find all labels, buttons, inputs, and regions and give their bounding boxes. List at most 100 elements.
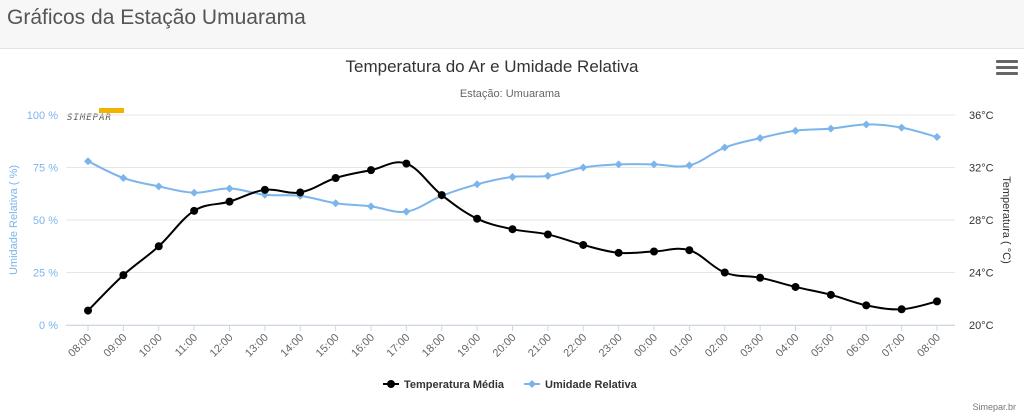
temperature-point <box>119 271 128 280</box>
x-tick-label: 14:00 <box>278 332 306 360</box>
simepar-logo: SIMEPAR <box>67 108 127 123</box>
temperature-point <box>862 301 871 310</box>
humidity-point <box>331 199 340 208</box>
humidity-point <box>367 202 375 211</box>
y-left-tick-label: 100 % <box>27 110 58 122</box>
x-tick-label: 19:00 <box>455 332 483 360</box>
temperature-point <box>614 248 623 257</box>
legend-label: Umidade Relativa <box>545 379 638 391</box>
humidity-point <box>791 126 800 135</box>
menu-line <box>996 72 1018 75</box>
y-right-axis-title: Temperatura ( °C) <box>1000 176 1012 264</box>
humidity-point <box>897 123 906 132</box>
chart-subtitle: Estação: Umuarama <box>460 88 561 100</box>
temperature-point <box>897 305 906 314</box>
temperature-point <box>437 191 446 200</box>
right-axis: 20°C 24°C 28°C 32°C 36°C <box>969 110 994 332</box>
temperature-point <box>296 188 305 197</box>
y-right-tick-label: 20°C <box>969 320 994 332</box>
temperature-point <box>579 240 588 249</box>
x-tick-label: 13:00 <box>243 332 271 360</box>
humidity-point <box>543 171 552 180</box>
y-right-tick-label: 32°C <box>969 163 994 175</box>
y-left-axis-title: Umidade Relativa ( %) <box>8 165 20 275</box>
y-left-tick-label: 25 % <box>33 268 58 280</box>
temperature-point <box>331 174 340 182</box>
page-title: Gráficos da Estação Umuarama <box>7 6 306 29</box>
hamburger-menu-icon[interactable] <box>996 60 1018 78</box>
temperature-point <box>190 206 199 215</box>
menu-line <box>996 66 1018 69</box>
temperature-point <box>826 290 835 299</box>
humidity-point <box>862 120 871 129</box>
humidity-point <box>685 161 694 170</box>
x-tick-label: 02:00 <box>703 332 731 360</box>
x-tick-label: 16:00 <box>349 332 377 360</box>
humidity-point <box>756 134 765 143</box>
legend: Temperatura Média Umidade Relativa <box>383 379 638 391</box>
x-tick-label: 15:00 <box>314 332 342 360</box>
x-axis: 08:00 09:00 10:00 11:00 12:00 13:00 14:00 15:00… <box>66 325 955 360</box>
temperature-point <box>402 159 411 168</box>
temperature-point <box>933 297 941 306</box>
humidity-point <box>720 143 729 152</box>
left-axis: 0 % 25 % 50 % 75 % 100 % <box>27 110 58 332</box>
x-tick-label: 21:00 <box>526 332 554 360</box>
x-tick-label: 10:00 <box>137 332 165 360</box>
logo-text: SIMEPAR <box>67 113 112 123</box>
humidity-point <box>225 184 234 193</box>
x-tick-label: 08:00 <box>66 332 94 360</box>
x-tick-label: 09:00 <box>102 332 130 360</box>
chart-title: Temperatura do Ar e Umidade Relativa <box>346 57 639 76</box>
humidity-point <box>402 207 411 216</box>
temperature-point <box>508 225 517 234</box>
temperature-point <box>650 247 658 256</box>
temperature-point <box>260 185 269 194</box>
y-left-tick-label: 50 % <box>33 215 58 227</box>
y-left-tick-label: 75 % <box>33 163 58 175</box>
y-right-tick-label: 24°C <box>969 268 994 280</box>
legend-marker <box>387 380 395 388</box>
temperature-point <box>225 197 234 206</box>
humidity-point <box>826 124 835 133</box>
temperature-point <box>756 273 765 282</box>
x-tick-label: 00:00 <box>632 332 660 360</box>
x-tick-label: 08:00 <box>915 332 943 360</box>
humidity-point <box>119 174 128 182</box>
humidity-point <box>84 157 92 166</box>
temperature-point <box>543 230 552 239</box>
series-layer <box>84 120 941 315</box>
y-left-tick-label: 0 % <box>39 320 58 332</box>
x-tick-label: 01:00 <box>668 332 696 360</box>
temperature-point <box>473 214 482 223</box>
logo-accent-bar <box>99 108 124 113</box>
temperature-point <box>685 246 694 255</box>
x-tick-label: 03:00 <box>738 332 766 360</box>
x-tick-label: 17:00 <box>385 332 413 360</box>
x-tick-label: 20:00 <box>491 332 519 360</box>
humidity-point <box>614 160 623 169</box>
legend-marker <box>528 380 536 388</box>
credits-link[interactable]: Simepar.br <box>972 402 1016 412</box>
x-tick-label: 04:00 <box>774 332 802 360</box>
x-tick-label: 05:00 <box>809 332 837 360</box>
humidity-point <box>473 180 482 189</box>
humidity-series-line <box>87 123 938 213</box>
y-right-tick-label: 28°C <box>969 215 994 227</box>
legend-item-humidity[interactable]: Umidade Relativa <box>524 379 638 391</box>
temperature-point <box>154 242 163 251</box>
humidity-point <box>190 188 199 197</box>
x-tick-label: 07:00 <box>880 332 908 360</box>
temperature-point <box>84 306 92 315</box>
humidity-point <box>933 133 941 142</box>
x-tick-label: 23:00 <box>597 332 625 360</box>
legend-item-temperature[interactable]: Temperatura Média <box>383 379 505 391</box>
humidity-point <box>154 182 163 191</box>
x-tick-label: 11:00 <box>173 332 200 359</box>
humidity-point <box>508 172 517 181</box>
x-tick-label: 12:00 <box>208 332 236 360</box>
humidity-point <box>650 160 658 169</box>
temperature-point <box>791 282 800 291</box>
x-tick-label: 22:00 <box>561 332 589 360</box>
